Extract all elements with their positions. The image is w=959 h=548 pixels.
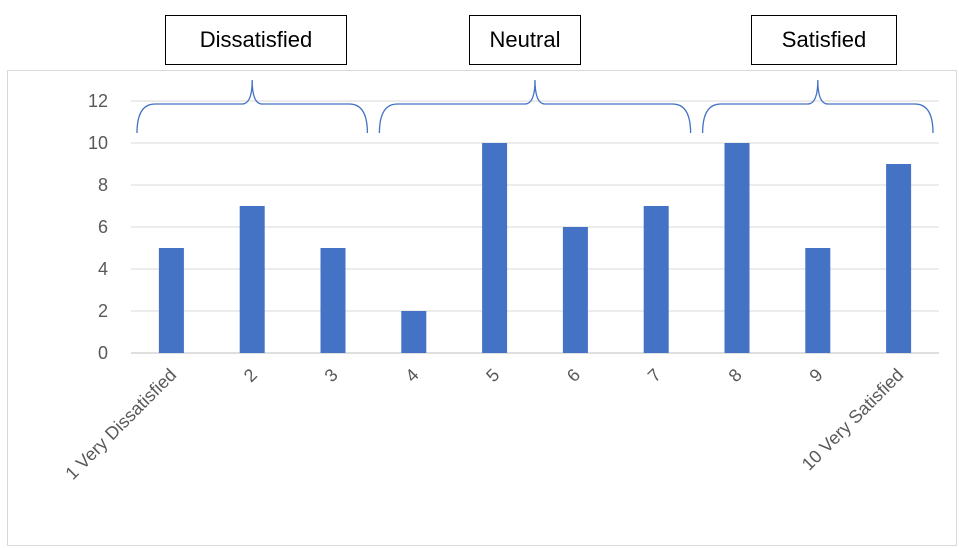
chart-frame <box>7 70 957 546</box>
gridlines <box>131 100 939 354</box>
x-tick-label: 4 <box>401 365 422 386</box>
x-tick-label: 5 <box>482 365 503 386</box>
x-tick-label: 2 <box>240 365 261 386</box>
x-tick-label: 1 Very Dissatisfied <box>61 365 180 484</box>
y-tick-label: 6 <box>98 217 108 237</box>
bars <box>158 143 912 353</box>
x-tick-label: 7 <box>644 365 665 386</box>
bar <box>158 248 184 353</box>
x-tick-labels: 1 Very Dissatisfied 2 3 4 5 6 7 8 910 Very Satis… <box>61 365 907 484</box>
group-braces <box>136 79 934 134</box>
y-tick-label: 12 <box>88 91 108 111</box>
group-brace <box>701 79 934 134</box>
x-tick-label: 6 <box>563 365 584 386</box>
group-label-satisfied: Satisfied <box>751 15 897 65</box>
y-tick-label: 2 <box>98 301 108 321</box>
y-tick-labels: 0 2 4 6 8 10 12 <box>88 91 108 363</box>
bar <box>724 143 750 353</box>
x-tick-label: 3 <box>321 365 342 386</box>
bar <box>401 311 427 353</box>
bar <box>562 227 588 353</box>
y-tick-label: 8 <box>98 175 108 195</box>
bar <box>239 206 265 353</box>
bar <box>805 248 831 353</box>
x-tick-label: 8 <box>725 365 746 386</box>
bar <box>320 248 346 353</box>
group-label-dissatisfied: Dissatisfied <box>165 15 347 65</box>
x-tick-label: 9 <box>805 365 826 386</box>
group-brace <box>136 79 369 134</box>
group-brace <box>378 79 692 134</box>
bar <box>643 206 669 353</box>
bar <box>482 143 508 353</box>
y-tick-label: 4 <box>98 259 108 279</box>
y-tick-label: 10 <box>88 133 108 153</box>
group-label-neutral: Neutral <box>469 15 581 65</box>
y-tick-label: 0 <box>98 343 108 363</box>
bar <box>886 164 912 353</box>
